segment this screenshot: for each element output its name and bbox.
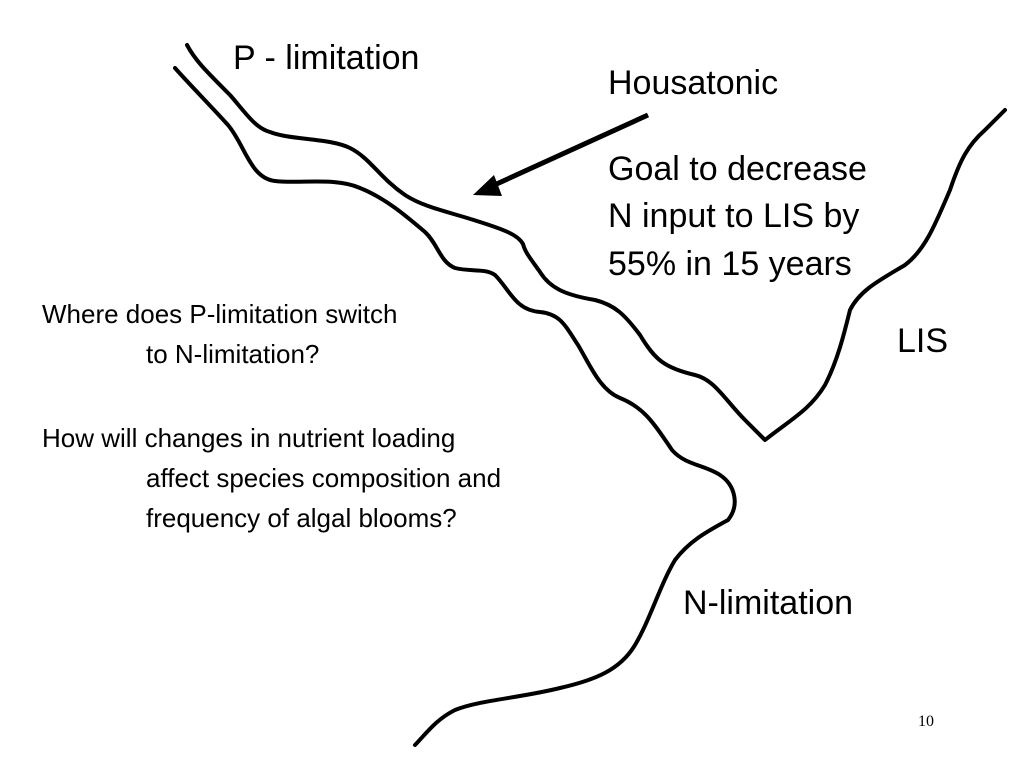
question-line: to N-limitation? (146, 339, 319, 369)
question-line: affect species composition and (146, 463, 501, 493)
arrow-shaft (488, 112, 650, 190)
river-bank-lower (173, 66, 737, 747)
goal-line: 55% in 15 years (608, 245, 852, 283)
housatonic-label: Housatonic (608, 64, 778, 102)
goal-line: Goal to decrease (608, 150, 867, 188)
arrow-head (473, 175, 502, 196)
lis-label: LIS (897, 322, 948, 360)
question-line: frequency of algal blooms? (146, 503, 457, 533)
p-limitation-label: P - limitation (233, 39, 419, 77)
question-line: How will changes in nutrient loading (42, 423, 455, 453)
n-limitation-label: N-limitation (683, 584, 853, 622)
river-bank-upper (185, 43, 1007, 442)
question-line: Where does P-limitation switch (42, 299, 397, 329)
goal-line: N input to LIS by (608, 197, 859, 235)
page-number: 10 (918, 713, 934, 730)
